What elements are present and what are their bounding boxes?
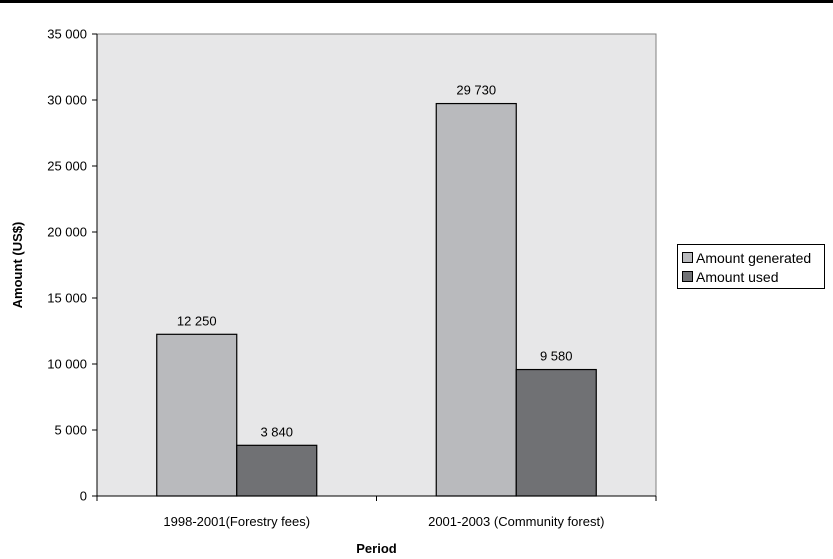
y-tick-label: 20 000	[47, 225, 87, 240]
y-tick-label: 15 000	[47, 291, 87, 306]
y-tick-label: 0	[80, 489, 87, 504]
legend-item-amount-generated: Amount generated	[682, 248, 820, 267]
top-rule	[0, 0, 833, 3]
y-tick-label: 5 000	[54, 423, 87, 438]
x-axis-title: Period	[356, 541, 397, 556]
bar-amount-used	[515, 368, 597, 497]
x-tick-label: 2001-2003 (Community forest)	[428, 514, 604, 529]
data-labels: 12 250 3 840 29 730 9 580	[177, 83, 573, 440]
y-axis: 0 5 000 10 000 15 000 20 000 25 000 30 000 35 0…	[47, 27, 98, 504]
bar-amount-generated	[156, 333, 238, 497]
bar-amount-generated	[435, 102, 517, 497]
y-axis-title: Amount (US$)	[10, 222, 25, 309]
legend-label-amount-used: Amount used	[696, 268, 779, 285]
data-label: 29 730	[456, 83, 496, 98]
legend-swatch-amount-used	[682, 271, 693, 282]
y-tick-label: 30 000	[47, 93, 87, 108]
y-tick-label: 25 000	[47, 159, 87, 174]
bar-amount-used	[236, 444, 318, 497]
x-tick-label: 1998-2001(Forestry fees)	[163, 514, 310, 529]
data-label: 12 250	[177, 313, 217, 328]
data-label: 9 580	[540, 349, 573, 364]
y-tick-label: 10 000	[47, 357, 87, 372]
bars	[156, 102, 597, 497]
legend-item-amount-used: Amount used	[682, 267, 820, 286]
y-tick-label: 35 000	[47, 27, 87, 42]
data-label: 3 840	[260, 424, 293, 439]
legend-swatch-amount-generated	[682, 252, 693, 263]
legend: Amount generated Amount used	[677, 244, 825, 289]
x-axis: 1998-2001(Forestry fees) 2001-2003 (Commu…	[96, 495, 657, 529]
legend-label-amount-generated: Amount generated	[696, 249, 812, 266]
